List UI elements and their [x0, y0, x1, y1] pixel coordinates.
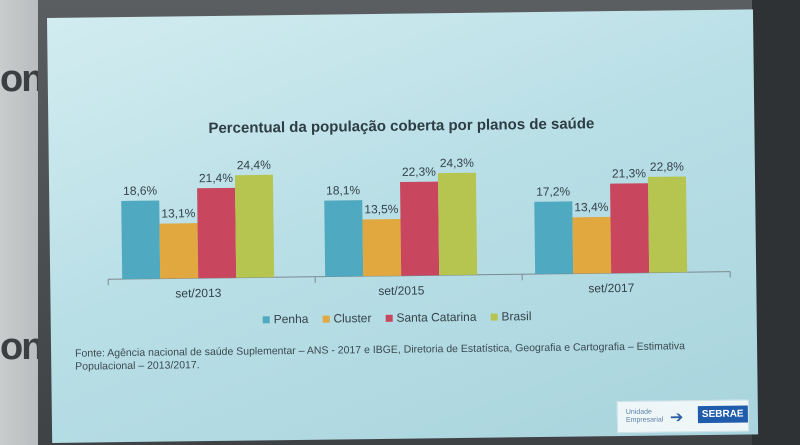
legend-swatch	[385, 315, 393, 323]
sebrae-brand: SEBRAE	[697, 405, 748, 424]
bar-santa-catarina-2	[610, 183, 650, 274]
bar-brasil-1	[437, 172, 478, 276]
source-note: Fonte: Agência nacional de saúde Supleme…	[75, 340, 686, 373]
bar-cluster-1	[362, 218, 402, 277]
bar-santa-catarina-0	[197, 187, 237, 279]
category-label: set/2013	[175, 286, 222, 301]
sebrae-logo: Unidade Empresarial ➔ SEBRAE	[616, 399, 750, 434]
legend-item-brasil: Brasil	[490, 309, 532, 324]
wall-text-bottom: on	[0, 326, 44, 368]
legend-label: Cluster	[333, 311, 372, 326]
bar-chart: 18,6%13,1% 21,4%24,4% set/2013 18,1%13,5% 22…	[107, 156, 731, 301]
bar-penha-2	[534, 201, 574, 275]
legend-label: Brasil	[501, 309, 532, 324]
projection-screen: Percentual da população coberta por plan…	[47, 9, 759, 443]
legend-item-penha: Penha	[262, 311, 309, 327]
data-label: 17,2%	[536, 184, 571, 198]
legend-item-santa-catarina: Santa Catarina	[385, 309, 477, 325]
bar-brasil-0	[234, 174, 275, 278]
data-label: 21,4%	[199, 171, 234, 185]
room-edge	[752, 0, 800, 445]
arrow-icon: ➔	[669, 409, 684, 427]
data-label: 13,1%	[161, 206, 196, 220]
data-label: 24,3%	[440, 156, 475, 170]
chart-legend: Penha Cluster Santa Catarina Brasil	[262, 309, 546, 327]
legend-label: Penha	[273, 311, 309, 327]
legend-label: Santa Catarina	[396, 309, 477, 325]
data-label: 24,4%	[237, 158, 272, 172]
bar-santa-catarina-1	[400, 181, 440, 276]
legend-swatch	[322, 315, 330, 323]
category-label: set/2017	[588, 281, 635, 296]
logo-small-text: Unidade Empresarial	[625, 408, 664, 424]
category-label: set/2015	[378, 283, 425, 298]
data-label: 13,5%	[364, 202, 399, 216]
data-label: 22,3%	[402, 165, 437, 179]
bar-penha-0	[121, 200, 161, 280]
data-label: 13,4%	[574, 200, 609, 214]
data-label: 22,8%	[650, 159, 685, 173]
data-label: 18,1%	[326, 183, 361, 197]
legend-swatch	[490, 313, 498, 321]
bar-brasil-2	[647, 176, 688, 273]
data-label: 21,3%	[612, 166, 647, 180]
legend-item-cluster: Cluster	[322, 311, 371, 326]
bar-cluster-0	[159, 223, 199, 279]
legend-swatch	[262, 316, 270, 324]
bar-penha-1	[324, 200, 364, 277]
bar-cluster-2	[572, 216, 612, 274]
data-label: 18,6%	[123, 184, 158, 198]
